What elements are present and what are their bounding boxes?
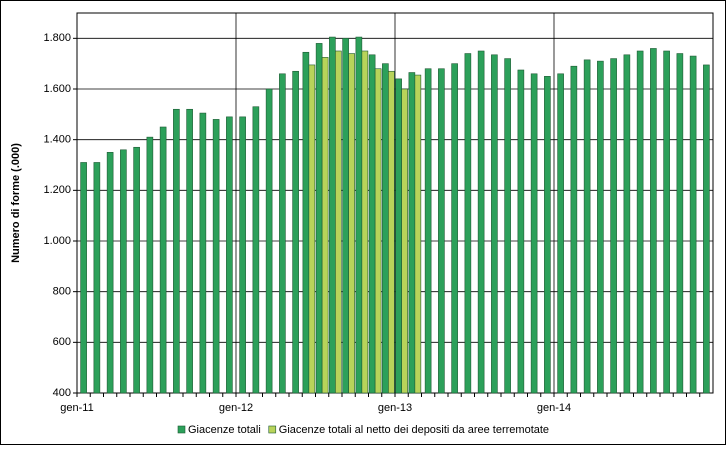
bar	[199, 112, 207, 394]
bar	[610, 58, 617, 394]
bar	[315, 43, 323, 394]
x-tick-label: gen-14	[537, 402, 571, 414]
bar	[388, 70, 395, 394]
y-tick-label: 1.800	[43, 32, 71, 44]
bar	[265, 88, 273, 394]
bar	[583, 59, 591, 394]
bar	[491, 54, 498, 394]
y-tick-label: 400	[53, 387, 71, 399]
bar	[342, 38, 349, 394]
bar	[239, 116, 246, 394]
bar	[133, 146, 140, 394]
bar	[438, 68, 445, 394]
legend-label: Giacenze totali al netto dei depositi da…	[279, 424, 549, 436]
x-tick-label: gen-12	[219, 402, 253, 414]
bar	[650, 48, 657, 394]
bar	[557, 73, 564, 394]
bar	[361, 50, 369, 394]
bar	[663, 50, 670, 394]
bar	[464, 53, 472, 394]
bar	[408, 72, 416, 394]
bar	[570, 65, 578, 394]
y-tick-label: 800	[53, 286, 71, 298]
bar	[676, 53, 684, 394]
bar	[451, 63, 458, 394]
bar	[544, 76, 551, 394]
bar	[530, 73, 538, 394]
bar	[382, 63, 389, 394]
bar	[689, 55, 697, 394]
bar	[597, 60, 604, 394]
bar	[374, 68, 382, 394]
bar	[226, 116, 233, 394]
bar	[173, 108, 180, 394]
bar	[279, 73, 286, 394]
bar	[93, 162, 101, 394]
bar	[120, 149, 127, 394]
bar	[292, 70, 299, 394]
x-tick-label: gen-11	[60, 402, 93, 414]
bar	[395, 78, 402, 394]
bar	[329, 36, 336, 394]
bar	[159, 126, 167, 394]
bar	[703, 64, 710, 394]
bar	[212, 119, 220, 394]
legend-swatch	[177, 425, 186, 434]
bar	[106, 152, 114, 394]
bar	[80, 162, 87, 394]
bar	[186, 108, 193, 394]
y-tick-label: 600	[53, 336, 71, 348]
legend-label: Giacenze totali	[188, 424, 261, 436]
bar	[302, 51, 310, 394]
bar	[517, 69, 525, 394]
bar	[348, 53, 355, 394]
bar	[401, 88, 408, 394]
bar	[623, 54, 631, 394]
bar	[414, 74, 422, 394]
y-tick-label: 1.400	[43, 134, 71, 146]
y-tick-label: 1.000	[43, 235, 71, 247]
bar	[355, 36, 363, 394]
legend-swatch	[268, 425, 277, 434]
bar	[146, 136, 154, 394]
bar	[504, 58, 511, 394]
bar	[335, 50, 342, 394]
bar	[252, 106, 260, 394]
bar	[636, 50, 644, 394]
bar	[424, 68, 432, 394]
x-tick-label: gen-13	[378, 402, 412, 414]
bar	[368, 54, 376, 394]
bar	[321, 57, 329, 394]
bar	[477, 50, 485, 394]
y-tick-label: 1.200	[43, 184, 71, 196]
y-tick-label: 1.600	[43, 83, 71, 95]
y-axis-label: Numero di forme (.000)	[10, 143, 22, 263]
bar	[308, 64, 316, 394]
